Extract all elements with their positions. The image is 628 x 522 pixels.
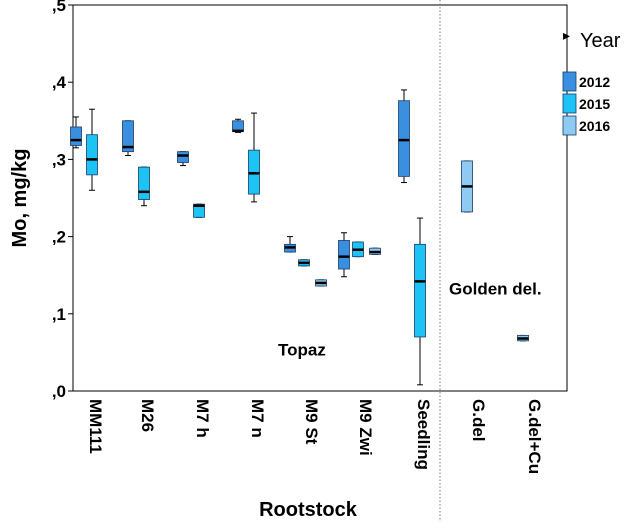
box-series — [70, 89, 529, 386]
x-category-label: M26 — [138, 399, 157, 432]
box-2012-mm111 — [70, 116, 82, 149]
box-iqr — [338, 240, 350, 270]
box-2015-m9-zwi — [352, 241, 364, 258]
box-2015-m7-h — [193, 203, 205, 218]
box-2015-m7-n — [248, 112, 260, 203]
x-category-label: M9 St — [302, 399, 321, 445]
x-category-label: Seedling — [414, 399, 433, 470]
box-2015-mm111 — [86, 108, 98, 191]
box-2012-m9-zwi — [338, 232, 350, 278]
box-2016-m9-zwi — [369, 247, 381, 255]
legend-swatch-2015 — [562, 93, 577, 114]
box-2015-seedling — [414, 217, 426, 386]
box-iqr — [398, 100, 410, 177]
legend-title: Year — [580, 30, 621, 52]
legend-label-2012: 2012 — [579, 74, 610, 90]
annotation-label: Golden del. — [449, 280, 542, 299]
y-tick-label: ,3 — [52, 150, 66, 169]
box-2012-m26 — [122, 120, 134, 157]
box-2012-m7-h — [177, 151, 189, 167]
legend-label-2015: 2015 — [579, 96, 610, 112]
box-iqr — [86, 134, 98, 176]
box-iqr — [122, 120, 134, 153]
box-2012-m9-st — [284, 236, 296, 253]
legend-label-2016: 2016 — [579, 118, 610, 134]
box-iqr — [193, 203, 205, 218]
y-tick-label: ,1 — [52, 305, 66, 324]
chart-frame — [72, 4, 568, 392]
box-2016-g-del — [461, 160, 473, 213]
annotation-label: Topaz — [278, 340, 326, 359]
x-category-label: M7 h — [193, 399, 212, 438]
box-2016-g-del-cu — [517, 334, 529, 342]
x-category-label: MM111 — [86, 399, 105, 454]
x-category-label: G.del — [469, 399, 488, 442]
box-2012-m7-n — [232, 118, 244, 133]
box-2016-m9-st — [315, 279, 327, 287]
box-iqr — [414, 243, 426, 338]
y-tick-label: ,2 — [52, 228, 66, 247]
y-tick-label: ,4 — [52, 73, 67, 92]
x-axis-title: Rootstock — [259, 499, 358, 521]
y-axis-title: Mo, mg/kg — [9, 149, 31, 248]
legend: Year ▸ 2012 2015 2016 — [562, 27, 621, 136]
box-iqr — [177, 151, 189, 163]
box-iqr — [70, 126, 82, 146]
chart-text: Rootstock Mo, mg/kg Topaz Golden del. — [9, 149, 542, 521]
x-category-label: M9 Zwi — [356, 399, 375, 456]
plot-frame — [72, 4, 568, 392]
x-category-label: M7 n — [248, 399, 267, 438]
x-category-label: G.del+Cu — [525, 399, 544, 474]
legend-title-marker: ▸ — [563, 27, 570, 43]
box-2012-seedling — [398, 89, 410, 184]
legend-swatch-2012 — [562, 71, 577, 92]
axes: ,0 ,1 ,2 ,3 ,4 ,5 MM111 M26 M7 h M7 n M9 St M9 Zwi S… — [52, 0, 544, 474]
box-2015-m9-st — [298, 259, 310, 267]
legend-swatch-2016 — [562, 115, 577, 136]
box-iqr — [138, 166, 150, 200]
box-2015-m26 — [138, 166, 150, 207]
y-tick-label: ,0 — [52, 382, 66, 401]
y-tick-label: ,5 — [52, 0, 66, 15]
